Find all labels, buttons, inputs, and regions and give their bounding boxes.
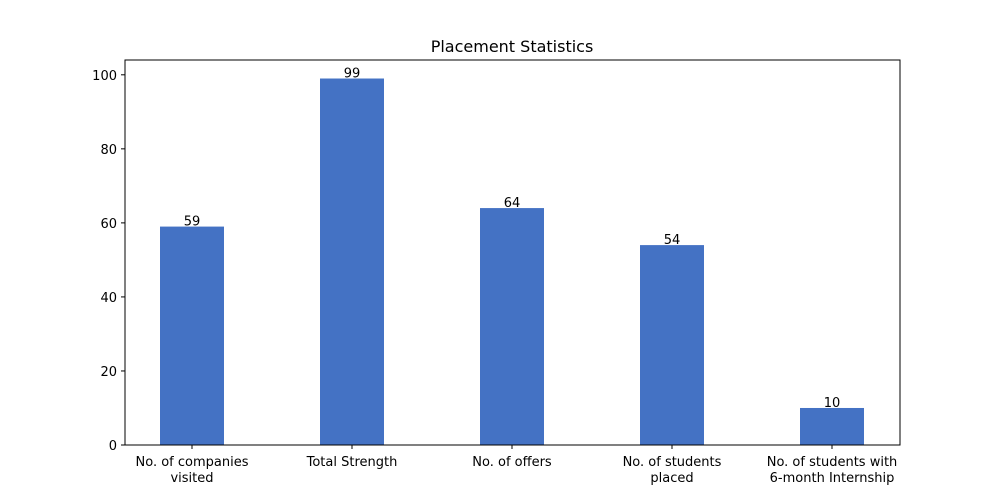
x-tick-label-2: No. of offers (472, 455, 552, 470)
x-axis: No. of companies visited Total Strength No.… (136, 445, 898, 486)
y-tick-label-4: 80 (100, 143, 117, 158)
y-tick-label-1: 20 (100, 365, 117, 380)
bar-1 (320, 78, 384, 445)
x-tick-label-3: No. of students placed (623, 455, 722, 486)
data-label-4: 10 (824, 396, 841, 411)
data-label-3: 54 (664, 233, 681, 248)
data-label-2: 64 (504, 196, 521, 211)
bar-2 (480, 208, 544, 445)
data-label-0: 59 (184, 215, 201, 230)
bars-layer (160, 78, 864, 445)
plot-frame (124, 59, 901, 446)
y-tick-label-5: 100 (92, 69, 117, 84)
y-tick-label-3: 60 (100, 217, 117, 232)
y-tick-label-2: 40 (100, 291, 117, 306)
data-label-1: 99 (344, 67, 361, 82)
x-tick-label-4: No. of students with 6-month Internship (767, 455, 898, 486)
bar-0 (160, 226, 224, 445)
bar-4 (800, 407, 864, 445)
y-axis: 0 20 40 60 80 100 (92, 69, 125, 454)
data-labels-layer: 59 99 64 54 10 (184, 67, 841, 411)
x-tick-label-0: No. of companies visited (136, 455, 249, 486)
x-tick-label-1: Total Strength (306, 455, 398, 470)
chart-title: Placement Statistics (431, 37, 594, 56)
bar-3 (640, 245, 704, 445)
y-tick-label-0: 0 (109, 439, 117, 454)
